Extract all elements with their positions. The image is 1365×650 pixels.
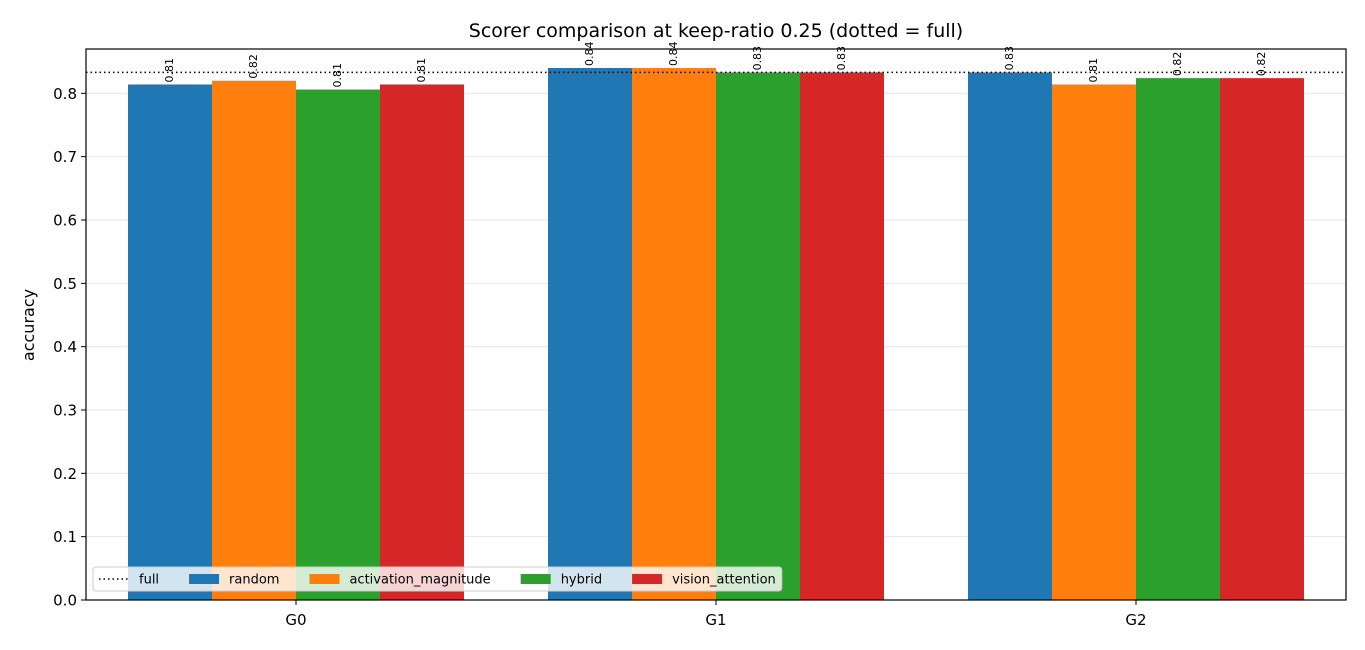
legend-label-activation_magnitude: activation_magnitude [349,573,490,588]
bar-activation_magnitude-G1 [632,68,716,600]
bar-random-G0 [128,84,212,600]
y-tick-label: 0.6 [53,212,77,230]
bar-value-labels: 0.81 0.82 0.81 0.81 0.84 0.84 0.83 0.83 0.83 0.81… [163,42,1268,88]
bar-value-label: 0.81 [163,58,176,83]
y-tick-label: 0.1 [53,528,77,546]
bar-value-label: 0.81 [331,63,344,88]
bar-activation_magnitude-G0 [212,80,296,600]
bar-value-label: 0.82 [247,54,260,79]
bar-value-label: 0.83 [835,46,848,71]
bars [128,68,1304,601]
bar-activation_magnitude-G2 [1052,84,1136,600]
x-tick-label: G2 [1125,611,1146,629]
legend-swatch-vision_attention [632,574,663,584]
legend-box [92,566,783,592]
bar-random-G2 [968,72,1052,600]
chart-title: Scorer comparison at keep-ratio 0.25 (do… [469,20,963,42]
bar-vision_attention-G0 [380,84,464,600]
y-tick-label: 0.7 [53,148,77,166]
bar-value-label: 0.82 [1171,52,1184,77]
bar-hybrid-G2 [1136,78,1220,601]
x-tick-label: G0 [285,611,306,629]
bar-value-label: 0.81 [1087,58,1100,83]
x-axis-ticks: G0 G1 G2 [285,600,1147,629]
legend-label-random: random [229,573,279,588]
y-axis-label: accuracy [19,289,38,361]
bar-value-label: 0.82 [1255,52,1268,77]
legend-swatch-activation_magnitude [309,574,340,584]
bar-random-G1 [548,68,632,600]
bar-value-label: 0.83 [1003,46,1016,71]
y-tick-label: 0.8 [53,85,77,103]
legend: full random activation_magnitude hybrid visi… [92,566,783,592]
y-tick-label: 0.4 [53,338,77,356]
bar-vision_attention-G1 [800,72,884,600]
bar-value-label: 0.84 [583,42,596,67]
y-axis-ticks: 0.0 0.1 0.2 0.3 0.4 0.5 0.6 0.7 0.8 [53,85,86,610]
y-tick-label: 0.3 [53,402,77,420]
legend-label-full: full [139,573,159,588]
y-tick-label: 0.5 [53,275,77,293]
x-tick-label: G1 [705,611,726,629]
bar-value-label: 0.83 [751,46,764,71]
y-tick-label: 0.0 [53,592,77,610]
bar-value-label: 0.81 [415,58,428,83]
legend-label-hybrid: hybrid [561,573,602,588]
bar-vision_attention-G2 [1220,78,1304,601]
bar-value-label: 0.84 [667,42,680,67]
bar-hybrid-G1 [716,72,800,600]
legend-label-vision_attention: vision_attention [672,573,776,588]
legend-swatch-random [189,574,220,584]
bar-hybrid-G0 [296,89,380,601]
y-tick-label: 0.2 [53,465,77,483]
legend-swatch-hybrid [520,574,551,584]
